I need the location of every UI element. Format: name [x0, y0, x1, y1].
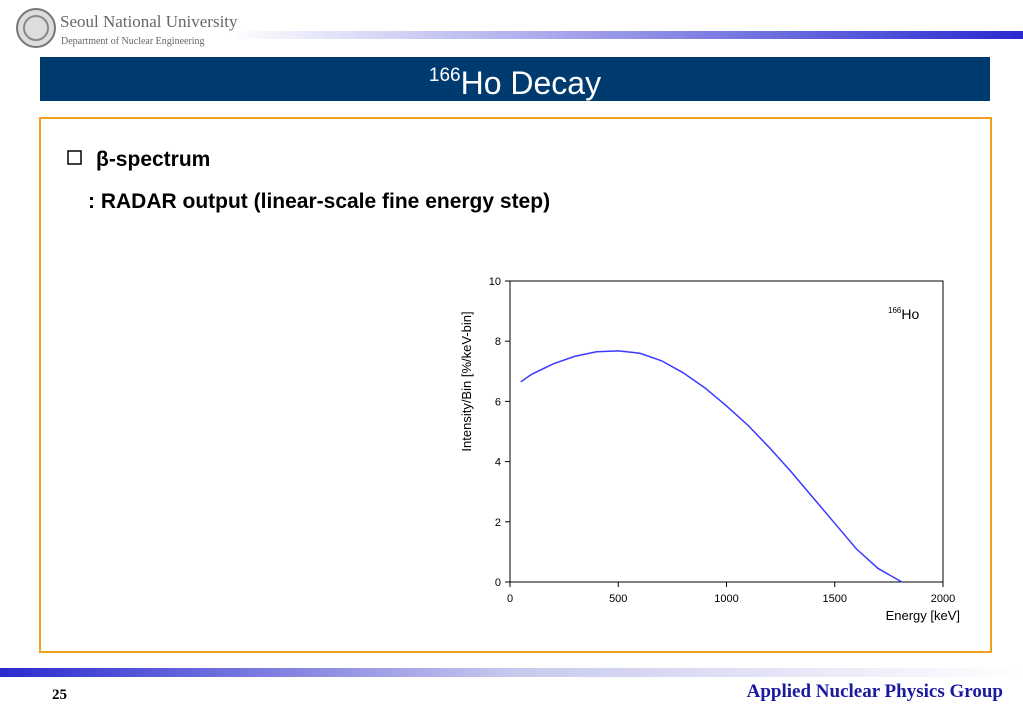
x-tick-label: 2000 [931, 593, 955, 605]
spectrum-line [520, 350, 903, 583]
y-tick-label: 8 [495, 336, 501, 348]
slide-title: 166Ho Decay [429, 65, 601, 101]
x-tick-label: 0 [507, 593, 513, 605]
logo: Seoul National University Department of … [16, 8, 238, 48]
footer-bar [0, 668, 1023, 677]
department: Department of Nuclear Engineering [61, 36, 205, 47]
y-tick-label: 2 [495, 517, 501, 529]
page-number: 25 [52, 687, 67, 703]
bullet-text: β-spectrum [96, 148, 210, 171]
header-bar [228, 31, 1023, 39]
x-tick-label: 1500 [823, 593, 847, 605]
annotation-superscript: 166 [888, 306, 902, 315]
title-bar [40, 57, 990, 101]
university: Seoul National University [60, 12, 238, 31]
y-tick-label: 4 [495, 457, 501, 469]
subtitle: : RADAR output (linear-scale fine energy… [88, 190, 550, 213]
group-name: Applied Nuclear Physics Group [747, 681, 1003, 702]
x-tick-label: 1000 [714, 593, 738, 605]
annotation-text: Ho [901, 306, 919, 322]
y-tick-label: 10 [489, 276, 501, 288]
x-axis-label: Energy [keV] [886, 608, 960, 623]
chart: 0 2 4 6 8 10 0 500 1000 1500 2000 Energy [keV] Inten… [459, 276, 960, 623]
annotation: 166Ho [888, 306, 919, 322]
plot-frame [509, 280, 944, 583]
content-box [39, 117, 992, 653]
y-tick-label: 0 [495, 577, 501, 589]
bullet-box [67, 150, 82, 165]
y-tick-label: 6 [495, 396, 501, 408]
y-axis-label: Intensity/Bin [%/keV-bin] [459, 311, 474, 451]
x-tick-label: 500 [609, 593, 627, 605]
